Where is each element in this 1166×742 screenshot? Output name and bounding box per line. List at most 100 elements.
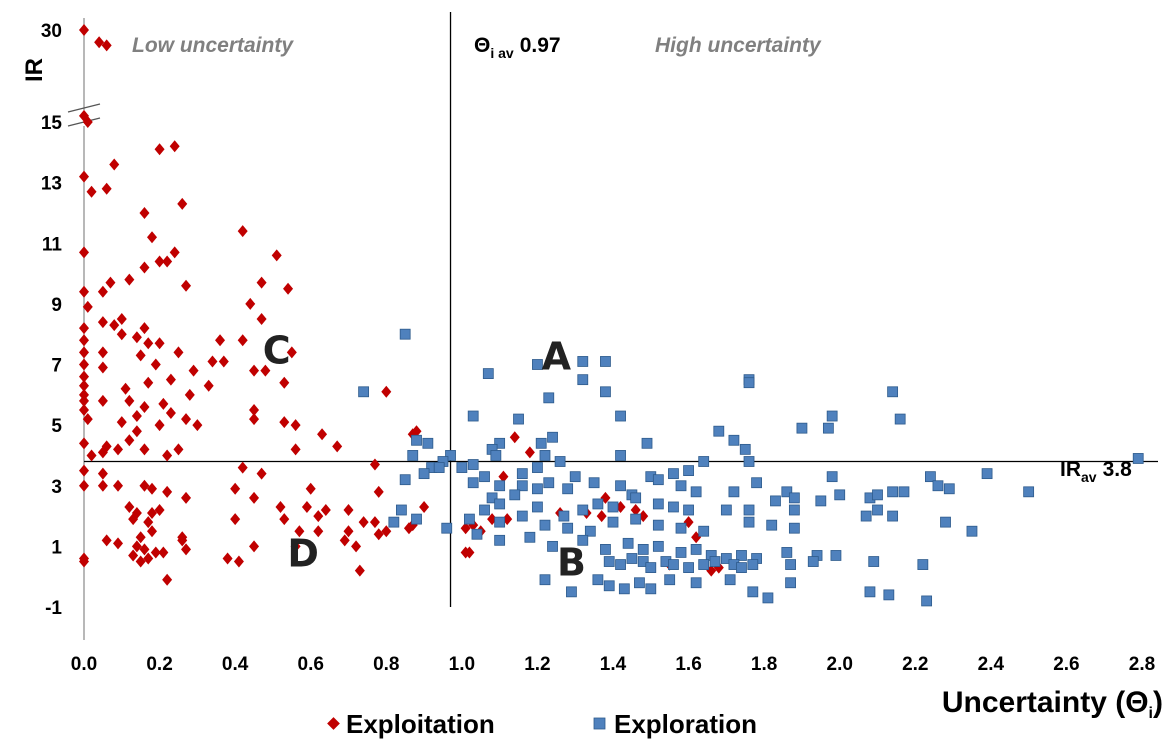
exploitation-point: [139, 443, 150, 456]
x-tick-label: 2.4: [978, 654, 1005, 675]
exploration-point: [467, 459, 479, 470]
x-tick-label: 1.2: [524, 654, 550, 675]
exploitation-point: [135, 555, 146, 568]
exploration-point: [558, 510, 570, 522]
exploration-point: [532, 359, 543, 370]
exploration-point: [600, 544, 611, 555]
exploitation-point: [158, 546, 169, 559]
exploitation-point: [313, 510, 324, 523]
x-tick-label: 1.0: [449, 654, 475, 675]
exploration-point: [981, 468, 993, 480]
exploitation-point: [192, 419, 203, 432]
exploration-point: [479, 471, 490, 483]
exploration-point: [668, 468, 679, 480]
exploration-point: [637, 556, 649, 567]
exploration-point: [966, 525, 978, 537]
exploitation-point: [177, 534, 188, 547]
exploitation-point: [249, 491, 260, 504]
x-tick-label: 0.8: [373, 654, 399, 675]
exploitation-point: [79, 370, 89, 383]
exploration-point: [762, 592, 774, 604]
y-axis-title: IR: [21, 58, 48, 82]
exploration-point: [516, 510, 528, 522]
exploration-point: [637, 544, 649, 555]
x-axis-title-sub: i: [1149, 705, 1153, 722]
exploitation-point: [79, 334, 89, 347]
x-tick-labels: 0.0 0.2 0.4 0.6 0.8 1.0 1.2 1.4 1.6 1.8 2.0 2.2 2.4 2…: [71, 654, 1155, 675]
vertical-ref-symbol: Θ: [474, 34, 490, 57]
exploration-point: [490, 450, 502, 461]
y-tick-label: 11: [42, 234, 63, 255]
exploration-point: [433, 462, 445, 473]
exploration-point: [600, 386, 611, 398]
exploration-point: [535, 437, 547, 449]
exploration-point: [615, 410, 626, 422]
y-tick-label: 13: [41, 174, 62, 195]
exploitation-point: [181, 413, 192, 426]
exploitation-point: [177, 197, 188, 210]
x-tick-label: 0.2: [146, 654, 172, 675]
exploration-point: [615, 480, 626, 492]
exploration-point: [494, 437, 506, 449]
exploration-point: [554, 456, 566, 467]
exploitation-point: [373, 485, 384, 498]
exploration-point: [358, 386, 370, 398]
exploration-point: [577, 374, 589, 386]
exploration-point: [539, 574, 551, 586]
exploration-point: [630, 513, 642, 525]
exploration-point: [921, 595, 933, 607]
exploitation-point: [460, 522, 471, 535]
exploration-point: [577, 356, 589, 367]
x-tick-label: 2.0: [827, 654, 853, 675]
exploitation-point: [124, 434, 135, 447]
exploitation-point: [181, 491, 192, 504]
exploration-point: [830, 550, 842, 561]
exploitation-point: [158, 397, 169, 410]
exploration-point: [471, 528, 483, 540]
exploration-point: [887, 486, 899, 498]
exploitation-point: [154, 255, 165, 268]
exploration-point: [720, 504, 732, 516]
horizontal-reference-label: IRav 3.8: [1060, 458, 1132, 485]
exploitation-point: [351, 540, 362, 553]
exploration-point: [747, 559, 759, 570]
exploitation-point: [339, 534, 350, 547]
exploration-point: [724, 574, 736, 586]
exploitation-point: [150, 358, 161, 371]
exploration-point: [516, 480, 528, 492]
exploitation-point: [79, 555, 89, 568]
horizontal-ref-main: IR: [1060, 458, 1081, 481]
exploration-point: [834, 489, 846, 501]
exploitation-point: [101, 39, 112, 52]
exploration-point: [940, 516, 951, 528]
legend-marker-exploration: [593, 717, 606, 730]
exploration-point: [592, 498, 604, 510]
exploitation-point: [154, 337, 165, 350]
exploration-point: [709, 556, 721, 567]
exploration-point: [603, 556, 615, 567]
exploration-point: [887, 386, 899, 398]
exploration-point: [513, 413, 524, 425]
exploitation-point: [237, 225, 248, 238]
exploration-point: [736, 562, 747, 573]
exploration-point: [422, 437, 434, 449]
exploitation-point: [139, 261, 150, 274]
exploration-point: [445, 450, 456, 461]
exploration-point: [509, 489, 521, 501]
exploration-point: [796, 422, 808, 434]
x-tick-label: 2.8: [1129, 654, 1155, 675]
exploitation-point: [207, 355, 218, 368]
exploitation-point: [162, 573, 173, 586]
exploitation-point: [124, 394, 135, 407]
exploration-point: [788, 522, 800, 534]
vertical-reference-label: Θi av 0.97: [474, 34, 561, 61]
exploration-point: [479, 504, 490, 516]
exploitation-point: [237, 334, 248, 347]
exploration-point: [645, 583, 657, 595]
exploration-point: [860, 510, 872, 522]
exploitation-point: [150, 546, 161, 559]
exploration-point: [690, 486, 702, 498]
exploration-point: [630, 492, 642, 504]
exploration-point: [720, 553, 732, 564]
exploitation-point: [162, 485, 173, 498]
